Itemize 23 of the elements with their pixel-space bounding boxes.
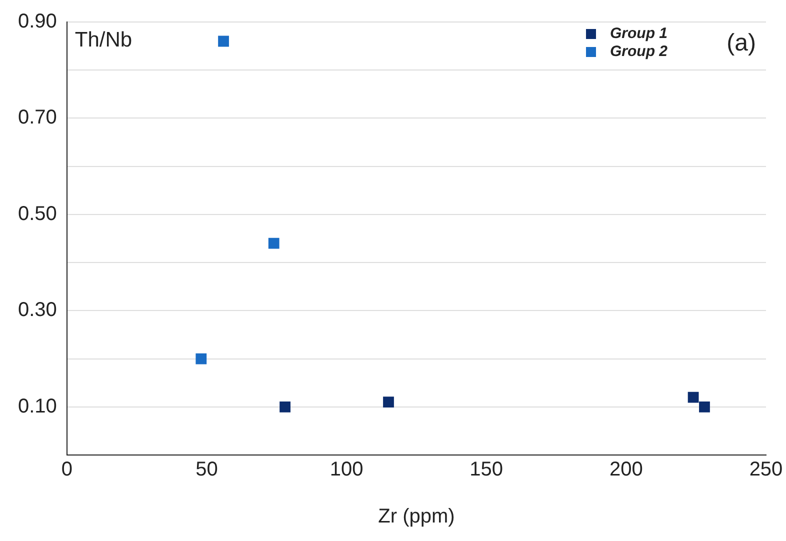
- legend-label: Group 1: [610, 25, 668, 42]
- x-tick-label: 250: [749, 458, 783, 481]
- point: [280, 401, 290, 412]
- point: [218, 36, 229, 47]
- y-tick-label: 0.70: [18, 106, 57, 129]
- x-axis-title: Zr (ppm): [378, 506, 455, 528]
- annotation: (a): [726, 30, 756, 57]
- y-tick-label: 0.50: [18, 202, 57, 225]
- x-tick-label: 50: [196, 458, 218, 481]
- x-tick-label: 200: [610, 458, 643, 481]
- y-tick-label: 0.10: [18, 395, 57, 418]
- point: [383, 396, 394, 408]
- x-tick-label: 150: [470, 458, 504, 481]
- legend-label: Group 2: [610, 43, 668, 60]
- x-tick-label: 100: [330, 458, 364, 481]
- y-tick-label: 0.90: [18, 10, 57, 33]
- y-tick-label: 0.30: [18, 299, 57, 322]
- y-axis-title: Th/Nb: [74, 28, 132, 52]
- point: [699, 401, 710, 412]
- x-tick-label: 0: [61, 458, 72, 481]
- point: [268, 238, 280, 249]
- point: [688, 392, 699, 403]
- point: [196, 353, 207, 364]
